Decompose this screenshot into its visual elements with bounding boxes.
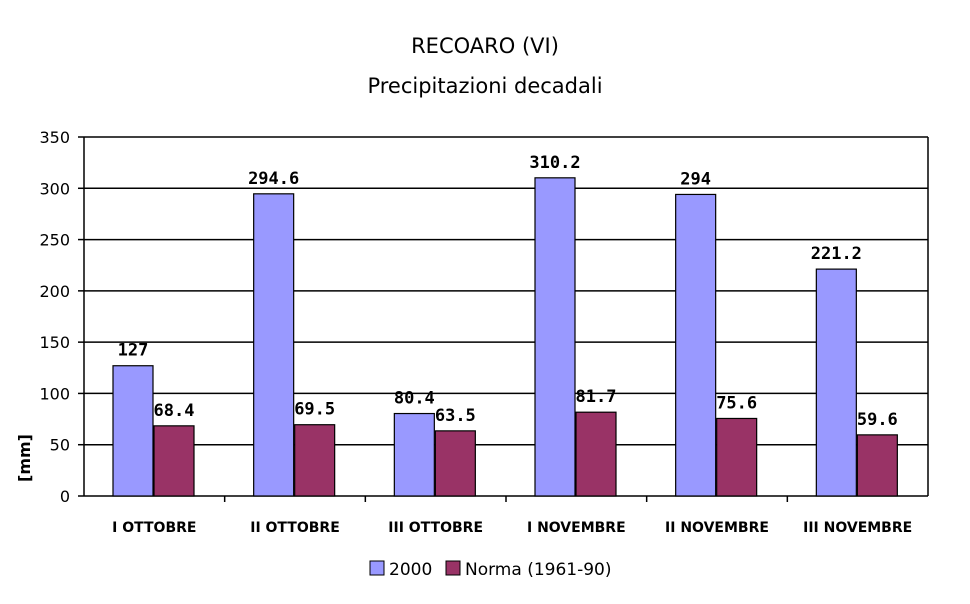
y-tick-label: 50	[50, 436, 70, 455]
y-tick-label: 300	[39, 179, 70, 198]
data-label: 294	[680, 169, 711, 189]
data-label: 127	[118, 341, 149, 361]
bar-series-norma	[856, 434, 898, 497]
bar-series-2000	[393, 412, 435, 497]
data-label: 80.4	[394, 389, 435, 409]
chart-title: RECOARO (VI)	[411, 34, 559, 58]
data-label: 310.2	[529, 153, 580, 173]
data-label: 294.6	[248, 169, 299, 189]
bar-series-2000	[534, 177, 576, 497]
data-label: 69.5	[294, 400, 335, 420]
data-label: 63.5	[435, 406, 476, 426]
data-label: 75.6	[716, 393, 757, 413]
x-tick-label: II NOVEMBRE	[665, 520, 769, 536]
chart-subtitle: Precipitazioni decadali	[367, 74, 603, 98]
data-label: 59.6	[857, 410, 898, 430]
y-tick-label: 350	[39, 128, 70, 147]
x-tick-label: I OTTOBRE	[112, 520, 196, 536]
data-label: 221.2	[811, 244, 862, 264]
bar-series-2000	[675, 193, 717, 497]
legend-label: Norma (1961-90)	[465, 560, 611, 580]
bar-series-norma	[575, 411, 617, 497]
x-tick-label: III OTTOBRE	[388, 520, 483, 536]
data-label: 68.4	[154, 401, 195, 421]
bar-series-norma	[434, 430, 476, 497]
y-tick-label: 0	[60, 487, 70, 506]
bar-series-norma	[716, 417, 758, 497]
bar-series-norma	[153, 425, 195, 497]
legend-swatch	[369, 560, 385, 576]
legend-swatch	[445, 560, 461, 576]
y-tick-label: 150	[39, 333, 70, 352]
x-tick-label: I NOVEMBRE	[527, 520, 626, 536]
bar-series-norma	[294, 424, 336, 497]
bar-series-2000	[253, 193, 295, 497]
y-tick-label: 200	[39, 282, 70, 301]
bar-series-2000	[112, 365, 154, 497]
y-axis-label: [mm]	[15, 434, 34, 482]
y-tick-label: 250	[39, 231, 70, 250]
legend-label: 2000	[389, 560, 432, 580]
y-tick-label: 100	[39, 384, 70, 403]
bar-series-2000	[815, 268, 857, 497]
data-label: 81.7	[576, 387, 617, 407]
x-tick-label: III NOVEMBRE	[803, 520, 912, 536]
x-tick-label: II OTTOBRE	[250, 520, 340, 536]
